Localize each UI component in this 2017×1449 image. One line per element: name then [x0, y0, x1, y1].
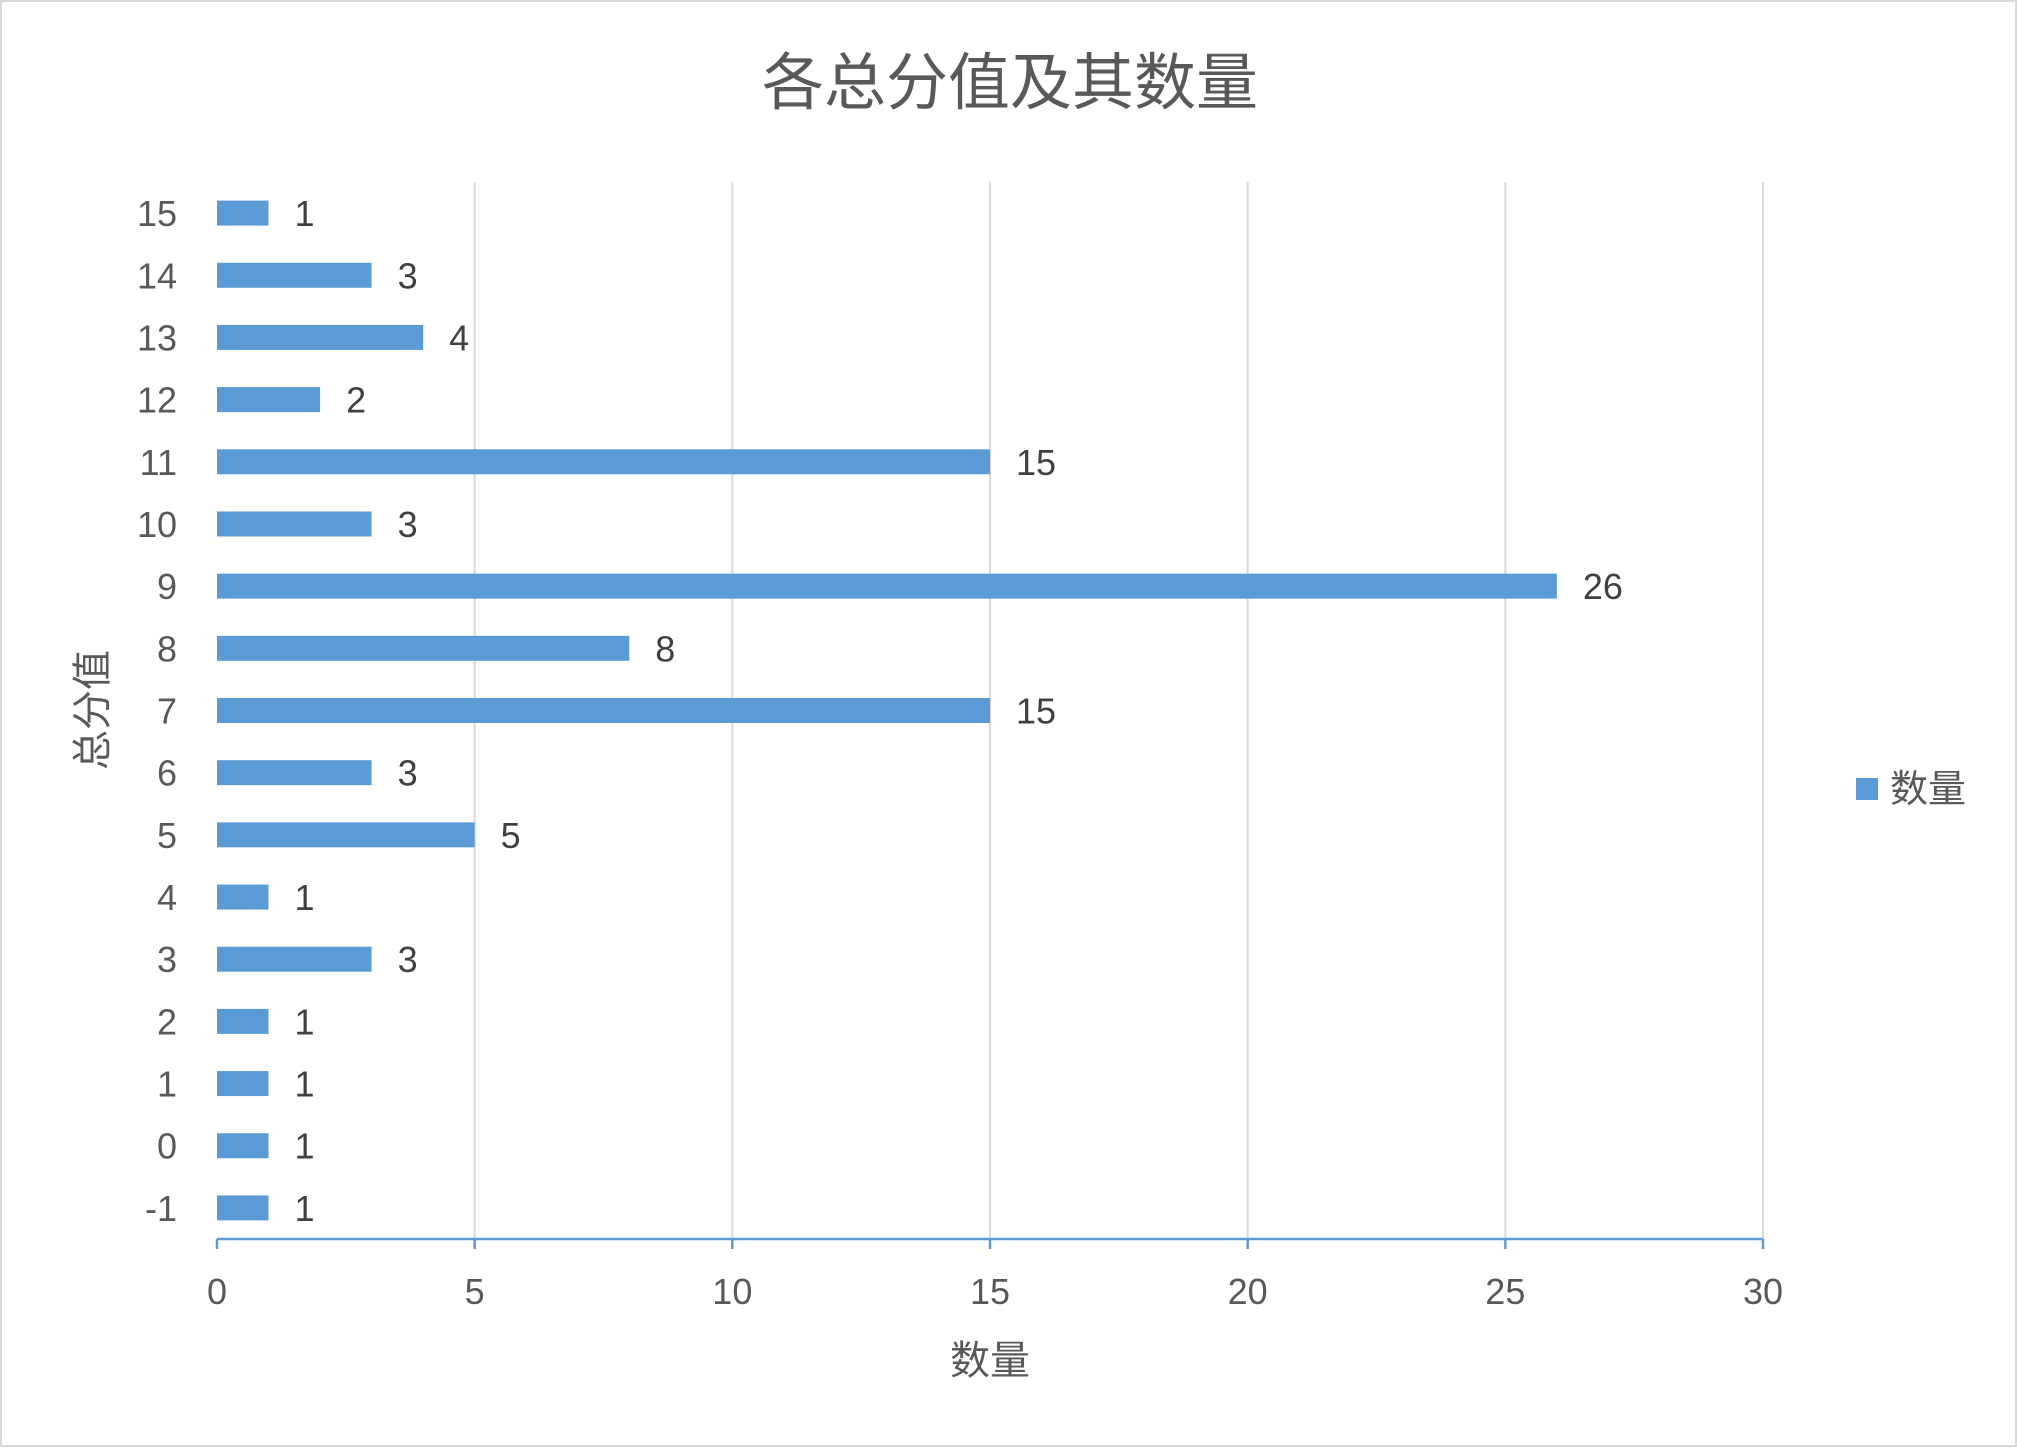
bar-12	[217, 387, 321, 413]
y-tick-label: 3	[157, 939, 177, 980]
data-label-15: 1	[295, 193, 315, 234]
bar-15	[217, 200, 269, 226]
x-tick-labels: 0 5 10 15 20 25 30	[207, 1271, 1783, 1312]
data-label-1: 1	[295, 1064, 315, 1105]
data-label-14: 3	[398, 255, 418, 296]
chart-title: 各总分值及其数量	[762, 46, 1258, 119]
y-axis-title: 总分值	[70, 650, 116, 770]
y-tick-label: 14	[137, 255, 177, 296]
bar-7	[217, 698, 990, 723]
x-tick-label: 10	[712, 1271, 752, 1312]
legend: 数量	[1856, 767, 1966, 811]
data-label-3: 3	[398, 939, 418, 980]
legend-swatch	[1856, 778, 1878, 800]
bar--1	[217, 1195, 269, 1221]
bar-9	[217, 573, 1557, 599]
bar-13	[217, 324, 424, 350]
data-label-13: 4	[449, 317, 469, 358]
data-label-6: 3	[398, 753, 418, 794]
y-tick-label: 9	[157, 566, 177, 607]
bar-4	[217, 884, 269, 910]
x-tick-label: 20	[1228, 1271, 1268, 1312]
data-label--1: 1	[295, 1188, 315, 1229]
bar-1	[217, 1071, 269, 1097]
y-tick-label: 5	[157, 815, 177, 856]
y-tick-label: 15	[137, 193, 177, 234]
data-label-10: 3	[398, 504, 418, 545]
data-label-12: 2	[346, 380, 366, 421]
y-tick-label: 11	[140, 442, 177, 483]
y-tick-label: 0	[157, 1126, 177, 1167]
data-label-8: 8	[655, 628, 675, 669]
x-axis	[215, 1237, 1765, 1249]
x-tick-label: 0	[207, 1271, 227, 1312]
data-label-11: 15	[1016, 442, 1056, 483]
bar-11	[217, 449, 990, 475]
y-tick-label: -1	[145, 1188, 177, 1229]
y-tick-label: 13	[137, 317, 177, 358]
bar-6	[217, 760, 372, 786]
y-tick-label: 1	[157, 1064, 177, 1105]
bars	[217, 200, 1557, 1221]
x-tick-label: 25	[1485, 1271, 1525, 1312]
y-tick-label: 12	[137, 380, 177, 421]
x-tick-label: 5	[465, 1271, 485, 1312]
y-tick-label: 2	[157, 1001, 177, 1042]
bar-8	[217, 635, 630, 661]
x-axis-title: 数量	[950, 1338, 1030, 1384]
bar-10	[217, 511, 372, 537]
data-label-0: 1	[295, 1126, 315, 1167]
bar-3	[217, 946, 372, 972]
bar-0	[217, 1133, 269, 1159]
y-tick-label: 4	[157, 877, 177, 918]
bar-5	[217, 822, 475, 848]
data-label-9: 26	[1583, 566, 1623, 607]
x-tick-label: 30	[1743, 1271, 1783, 1312]
bar-2	[217, 1008, 269, 1034]
y-tick-label: 6	[157, 753, 177, 794]
legend-label: 数量	[1890, 767, 1966, 811]
y-tick-label: 10	[137, 504, 177, 545]
data-label-4: 1	[295, 877, 315, 918]
data-label-7: 15	[1016, 691, 1056, 732]
y-tick-label: 8	[157, 628, 177, 669]
data-label-5: 5	[501, 815, 521, 856]
y-tick-label: 7	[157, 691, 177, 732]
x-tick-label: 15	[970, 1271, 1010, 1312]
bar-14	[217, 262, 372, 288]
data-label-2: 1	[295, 1001, 315, 1042]
